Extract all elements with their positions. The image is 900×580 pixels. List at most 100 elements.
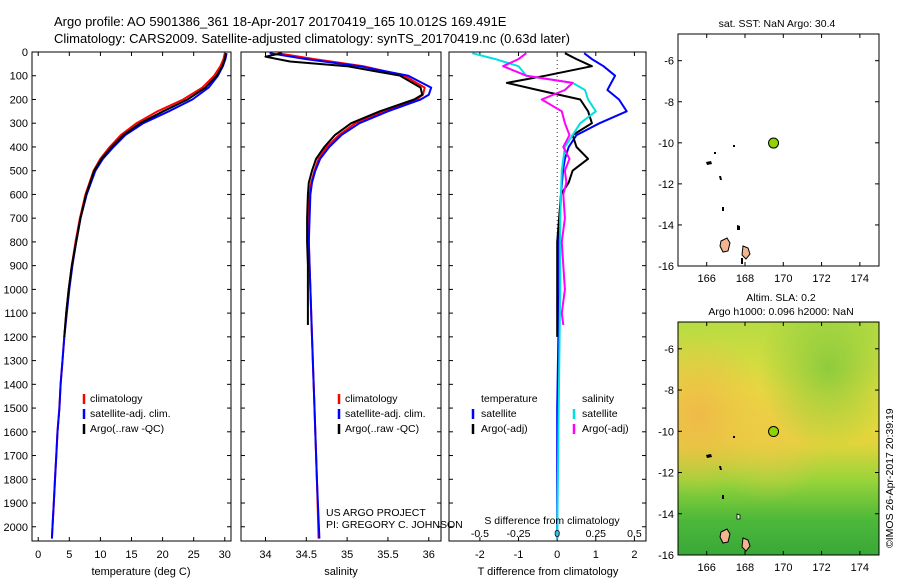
- map-y-tick-label: -12: [658, 179, 674, 191]
- temperature-x-axis: 0 5 10 15 20 25 30: [35, 52, 231, 561]
- figure-title-line2: Climatology: CARS2009. Satellite-adjuste…: [54, 31, 570, 46]
- salinity-axes-frame: [240, 51, 442, 542]
- sst-map-axes: 166 168 170 172 174 -6 -8 -10 -12 -14 -16: [658, 34, 879, 285]
- temperature-axes-frame: [31, 51, 232, 542]
- map-y-tick-label: -16: [658, 261, 674, 273]
- x-tick-label: 34.5: [296, 549, 317, 561]
- island-shape: [741, 245, 751, 260]
- legend-argo: Argo(..raw -QC): [345, 423, 419, 435]
- island-shape: [722, 207, 724, 211]
- series-line-s-argo-adj-: [502, 52, 574, 326]
- legend-title-salinity: salinity: [582, 393, 615, 405]
- x-tick-label: 35.5: [377, 549, 398, 561]
- salinity-x-axis: 34 34.5 35 35.5 36: [259, 52, 435, 561]
- difference-depth-ticks: [449, 51, 646, 528]
- map-x-tick-label: 172: [812, 273, 830, 285]
- difference-series: [471, 52, 628, 539]
- map-x-tick-label: 174: [851, 562, 869, 574]
- map-y-tick-label: -8: [664, 97, 674, 109]
- difference-x-axis: -2 -1 0 1 2: [475, 52, 637, 561]
- map-y-tick-label: -6: [664, 56, 674, 68]
- x-tick-label: 1: [593, 549, 599, 561]
- sst-map-title: sat. SST: NaN Argo: 30.4: [719, 18, 836, 30]
- sla-map-panel: Altim. SLA: 0.2 Argo h1000: 0.096 h2000:…: [658, 292, 880, 574]
- sst-map-islands: [706, 145, 751, 264]
- s-difference-ticks: -0.5 -0.25 0 0.25 0.5: [471, 528, 642, 540]
- x-tick-label: 34: [259, 549, 271, 561]
- depth-tick-label: 0: [22, 47, 28, 59]
- legend-argo: Argo(..raw -QC): [90, 423, 164, 435]
- depth-tick-label: 900: [10, 261, 28, 273]
- difference-legend: temperature satellite Argo(-adj) salinit…: [471, 393, 629, 435]
- sla-heatmap: [678, 322, 879, 555]
- depth-axis: 0 100 200 300 400 500 600 700 800 900 1000 1100 1200…: [4, 47, 231, 534]
- x-tick-label: 20: [156, 549, 168, 561]
- imos-timestamp: ©IMOS 26-Apr-2017 20:39:19: [884, 408, 896, 548]
- island-shape: [706, 454, 712, 458]
- legend-s-argo: Argo(-adj): [582, 423, 629, 435]
- s-tick-label: 0.5: [627, 528, 642, 540]
- x-tick-label: 35: [341, 549, 353, 561]
- sla-low-anomaly: [678, 322, 879, 555]
- depth-tick-label: 1300: [4, 356, 28, 368]
- x-tick-label: -1: [514, 549, 524, 561]
- temperature-panel: 0100200300400500600700800900100011001200…: [4, 47, 232, 578]
- map-x-tick-label: 166: [698, 273, 716, 285]
- depth-tick-label: 1900: [4, 498, 28, 510]
- depth-tick-label: 400: [10, 142, 28, 154]
- island-shape: [741, 537, 751, 552]
- map-x-tick-label: 170: [774, 273, 792, 285]
- sst-map-frame: [677, 33, 880, 267]
- depth-tick-label: 500: [10, 166, 28, 178]
- float-position-marker: [768, 137, 780, 149]
- sla-map-islands: [706, 436, 751, 552]
- map-y-tick-label: -12: [658, 468, 674, 480]
- map-x-tick-label: 172: [812, 562, 830, 574]
- map-y-tick-label: -8: [664, 385, 674, 397]
- island-shape: [719, 176, 722, 180]
- map-x-tick-label: 168: [736, 273, 754, 285]
- map-y-tick-label: -14: [658, 220, 674, 232]
- map-y-tick-label: -16: [658, 550, 674, 562]
- depth-tick-label: 1400: [4, 379, 28, 391]
- island-shape: [737, 225, 740, 230]
- legend-t-argo: Argo(-adj): [481, 423, 528, 435]
- sla-map-frame: [677, 321, 880, 556]
- map-x-tick-label: 174: [851, 273, 869, 285]
- depth-tick-label: 1100: [4, 308, 28, 320]
- s-tick-label: -0.25: [507, 528, 531, 540]
- depth-tick-label: 600: [10, 189, 28, 201]
- x-tick-label: 36: [423, 549, 435, 561]
- salinity-series: [264, 52, 433, 539]
- temperature-legend: climatology satellite-adj. clim. Argo(..…: [82, 393, 171, 435]
- salinity-xlabel: salinity: [324, 566, 358, 578]
- salinity-depth-ticks: [241, 51, 441, 528]
- series-line-argo-raw-qc-: [264, 52, 424, 325]
- map-y-tick-label: -10: [658, 426, 674, 438]
- x-tick-label: -2: [475, 549, 485, 561]
- depth-tick-label: 200: [10, 94, 28, 106]
- island-shape: [733, 145, 735, 147]
- x-tick-label: 0: [35, 549, 41, 561]
- depth-tick-label: 1500: [4, 403, 28, 415]
- island-shape: [719, 237, 731, 253]
- x-tick-label: 0: [554, 549, 560, 561]
- sla-map-axes: 166 168 170 172 174 -6 -8 -10 -12 -14 -16: [658, 322, 879, 574]
- depth-tick-label: 1600: [4, 427, 28, 439]
- legend-satellite: satellite-adj. clim.: [345, 408, 426, 420]
- island-shape: [719, 466, 722, 470]
- map-y-tick-label: -14: [658, 509, 674, 521]
- sla-map-title-line2: Argo h1000: 0.096 h2000: NaN: [708, 306, 853, 318]
- depth-tick-label: 100: [10, 71, 28, 83]
- island-shape: [706, 161, 712, 165]
- salinity-legend: climatology satellite-adj. clim. Argo(..…: [337, 393, 426, 435]
- map-x-tick-label: 168: [736, 562, 754, 574]
- difference-panel: -2 -1 0 1 2 T difference from climatology S …: [448, 51, 647, 578]
- x-tick-label: 2: [631, 549, 637, 561]
- map-y-tick-label: -6: [664, 344, 674, 356]
- figure-title-line1: Argo profile: AO 5901386_361 18-Apr-2017…: [54, 14, 507, 29]
- map-x-tick-label: 170: [774, 562, 792, 574]
- temperature-series: [50, 52, 228, 539]
- salinity-panel: 34 34.5 35 35.5 36 salinity climatology sate…: [240, 51, 463, 578]
